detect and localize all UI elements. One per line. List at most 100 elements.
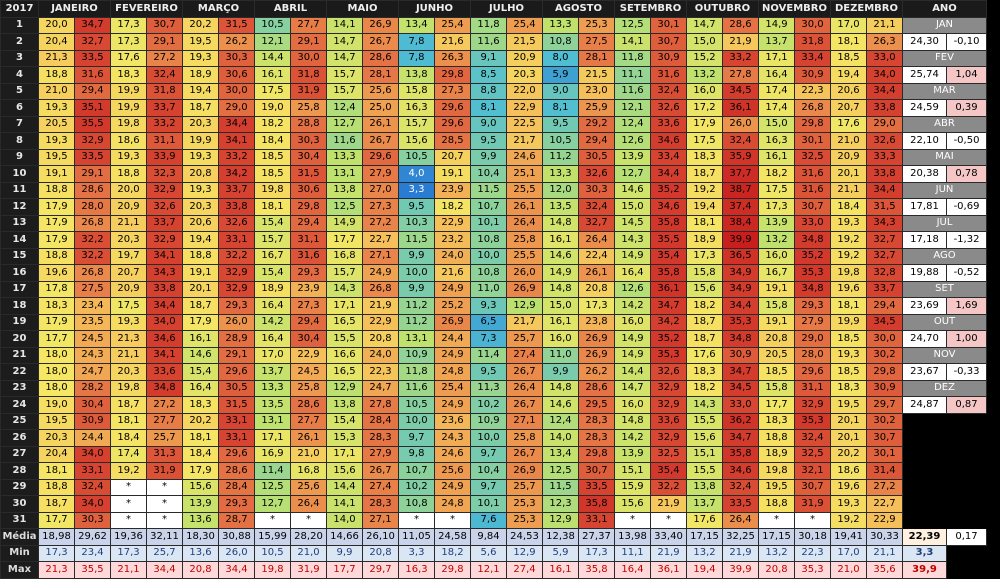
temp-cell[interactable]: 34,5 bbox=[722, 379, 759, 397]
temp-cell[interactable]: 9,0 bbox=[470, 115, 507, 133]
temp-cell[interactable]: 14,1 bbox=[326, 16, 363, 34]
temp-cell[interactable]: 30,4 bbox=[74, 396, 111, 414]
temp-cell[interactable]: 19,2 bbox=[686, 181, 723, 199]
temp-cell[interactable]: 16,0 bbox=[542, 330, 579, 348]
temp-cell[interactable]: 22,9 bbox=[506, 99, 543, 117]
temp-cell[interactable]: 27,1 bbox=[362, 511, 399, 529]
temp-cell[interactable]: 34,4 bbox=[866, 82, 903, 100]
temp-cell[interactable]: 9,7 bbox=[470, 445, 507, 463]
temp-cell[interactable]: 35,3 bbox=[722, 313, 759, 331]
temp-cell[interactable]: 27,4 bbox=[506, 346, 543, 364]
temp-cell[interactable]: 18,8 bbox=[38, 181, 75, 199]
temp-cell[interactable]: 26,7 bbox=[506, 396, 543, 414]
temp-cell[interactable]: 25,5 bbox=[506, 247, 543, 265]
temp-cell[interactable]: 20,3 bbox=[110, 363, 147, 381]
temp-cell[interactable]: 29,1 bbox=[146, 33, 183, 51]
temp-cell[interactable]: 29,0 bbox=[866, 115, 903, 133]
temp-cell[interactable]: 20,0 bbox=[38, 16, 75, 34]
temp-cell[interactable]: 9,3 bbox=[470, 297, 507, 315]
temp-cell[interactable]: 17,8 bbox=[38, 280, 75, 298]
temp-cell[interactable]: 16,1 bbox=[758, 148, 795, 166]
temp-cell[interactable]: 30,5 bbox=[578, 148, 615, 166]
temp-cell[interactable]: 15,0 bbox=[542, 297, 579, 315]
temp-cell[interactable]: 30,0 bbox=[866, 330, 903, 348]
temp-cell[interactable]: 16,1 bbox=[542, 231, 579, 249]
temp-cell[interactable]: 20,3 bbox=[110, 231, 147, 249]
temp-cell[interactable]: 29,4 bbox=[74, 82, 111, 100]
temp-cell[interactable]: 17,6 bbox=[830, 115, 867, 133]
temp-cell[interactable]: 16,4 bbox=[254, 330, 291, 348]
temp-cell[interactable]: 11,5 bbox=[470, 181, 507, 199]
temp-cell[interactable]: 25,8 bbox=[506, 231, 543, 249]
temp-cell[interactable]: 33,8 bbox=[146, 280, 183, 298]
temp-cell[interactable]: 33,4 bbox=[650, 148, 687, 166]
temp-cell[interactable]: 18,8 bbox=[38, 247, 75, 265]
temp-cell[interactable]: 25,4 bbox=[434, 379, 471, 397]
temp-cell[interactable]: 33,5 bbox=[578, 478, 615, 496]
temp-cell[interactable]: 14,6 bbox=[182, 346, 219, 364]
temp-cell[interactable]: 24,7 bbox=[362, 379, 399, 397]
temp-cell[interactable]: 33,1 bbox=[74, 462, 111, 480]
temp-cell[interactable]: 29,3 bbox=[218, 297, 255, 315]
temp-cell[interactable]: 34,0 bbox=[146, 313, 183, 331]
temp-cell[interactable]: 19,3 bbox=[38, 99, 75, 117]
temp-cell[interactable]: 34,7 bbox=[74, 16, 111, 34]
temp-cell[interactable]: 14,3 bbox=[326, 280, 363, 298]
temp-cell[interactable]: 26,9 bbox=[578, 346, 615, 364]
temp-cell[interactable]: 31,9 bbox=[794, 495, 831, 513]
temp-cell[interactable]: 21,6 bbox=[434, 264, 471, 282]
temp-cell[interactable]: 14,8 bbox=[542, 214, 579, 232]
temp-cell[interactable]: 29,0 bbox=[218, 99, 255, 117]
temp-cell[interactable]: 26,0 bbox=[218, 313, 255, 331]
temp-cell[interactable]: 26,4 bbox=[506, 379, 543, 397]
temp-cell[interactable]: 18,0 bbox=[38, 346, 75, 364]
temp-cell[interactable]: 12,5 bbox=[542, 462, 579, 480]
temp-cell[interactable]: 12,5 bbox=[326, 198, 363, 216]
temp-cell[interactable]: 14,6 bbox=[542, 396, 579, 414]
temp-cell[interactable]: 20,1 bbox=[830, 165, 867, 183]
temp-cell[interactable]: 29,3 bbox=[290, 264, 327, 282]
temp-cell[interactable]: 32,2 bbox=[74, 247, 111, 265]
temp-cell[interactable]: 29,7 bbox=[866, 396, 903, 414]
temp-cell[interactable]: 29,6 bbox=[434, 115, 471, 133]
temp-cell[interactable]: 32,6 bbox=[650, 363, 687, 381]
temp-cell[interactable]: 18,9 bbox=[254, 280, 291, 298]
temp-cell[interactable]: 30,1 bbox=[650, 16, 687, 34]
temp-cell[interactable]: 11,4 bbox=[254, 462, 291, 480]
temp-cell[interactable]: * bbox=[146, 478, 183, 496]
temp-cell[interactable]: 34,8 bbox=[794, 231, 831, 249]
temp-cell[interactable]: 21,5 bbox=[578, 66, 615, 84]
temp-cell[interactable]: 33,6 bbox=[650, 412, 687, 430]
temp-cell[interactable]: 23,5 bbox=[74, 313, 111, 331]
temp-cell[interactable]: 18,7 bbox=[686, 313, 723, 331]
temp-cell[interactable]: 20,3 bbox=[182, 198, 219, 216]
temp-cell[interactable]: 34,0 bbox=[74, 445, 111, 463]
temp-cell[interactable]: 11,2 bbox=[398, 313, 435, 331]
temp-cell[interactable]: 25,6 bbox=[362, 82, 399, 100]
temp-cell[interactable]: 24,4 bbox=[434, 330, 471, 348]
temp-cell[interactable]: 3,3 bbox=[398, 181, 435, 199]
temp-cell[interactable]: 20,7 bbox=[110, 264, 147, 282]
temp-cell[interactable]: 30,3 bbox=[74, 511, 111, 529]
temp-cell[interactable]: 12,4 bbox=[614, 115, 651, 133]
temp-cell[interactable]: 18,1 bbox=[38, 462, 75, 480]
temp-cell[interactable]: 18,2 bbox=[686, 297, 723, 315]
temp-cell[interactable]: 16,6 bbox=[326, 346, 363, 364]
temp-cell[interactable]: 24,9 bbox=[362, 264, 399, 282]
temp-cell[interactable]: 9,0 bbox=[542, 82, 579, 100]
temp-cell[interactable]: 35,4 bbox=[650, 462, 687, 480]
temp-cell[interactable]: 31,5 bbox=[866, 198, 903, 216]
temp-cell[interactable]: 27,3 bbox=[290, 297, 327, 315]
temp-cell[interactable]: 28,8 bbox=[290, 115, 327, 133]
temp-cell[interactable]: 29,1 bbox=[218, 346, 255, 364]
temp-cell[interactable]: 10,8 bbox=[470, 231, 507, 249]
temp-cell[interactable]: 20,9 bbox=[110, 280, 147, 298]
temp-cell[interactable]: 35,8 bbox=[578, 495, 615, 513]
temp-cell[interactable]: 17,7 bbox=[758, 396, 795, 414]
temp-cell[interactable]: 17,9 bbox=[38, 313, 75, 331]
temp-cell[interactable]: 25,0 bbox=[362, 99, 399, 117]
temp-cell[interactable]: 19,1 bbox=[758, 280, 795, 298]
temp-cell[interactable]: 32,3 bbox=[146, 165, 183, 183]
temp-cell[interactable]: 28,1 bbox=[578, 49, 615, 67]
temp-cell[interactable]: 11,2 bbox=[542, 148, 579, 166]
